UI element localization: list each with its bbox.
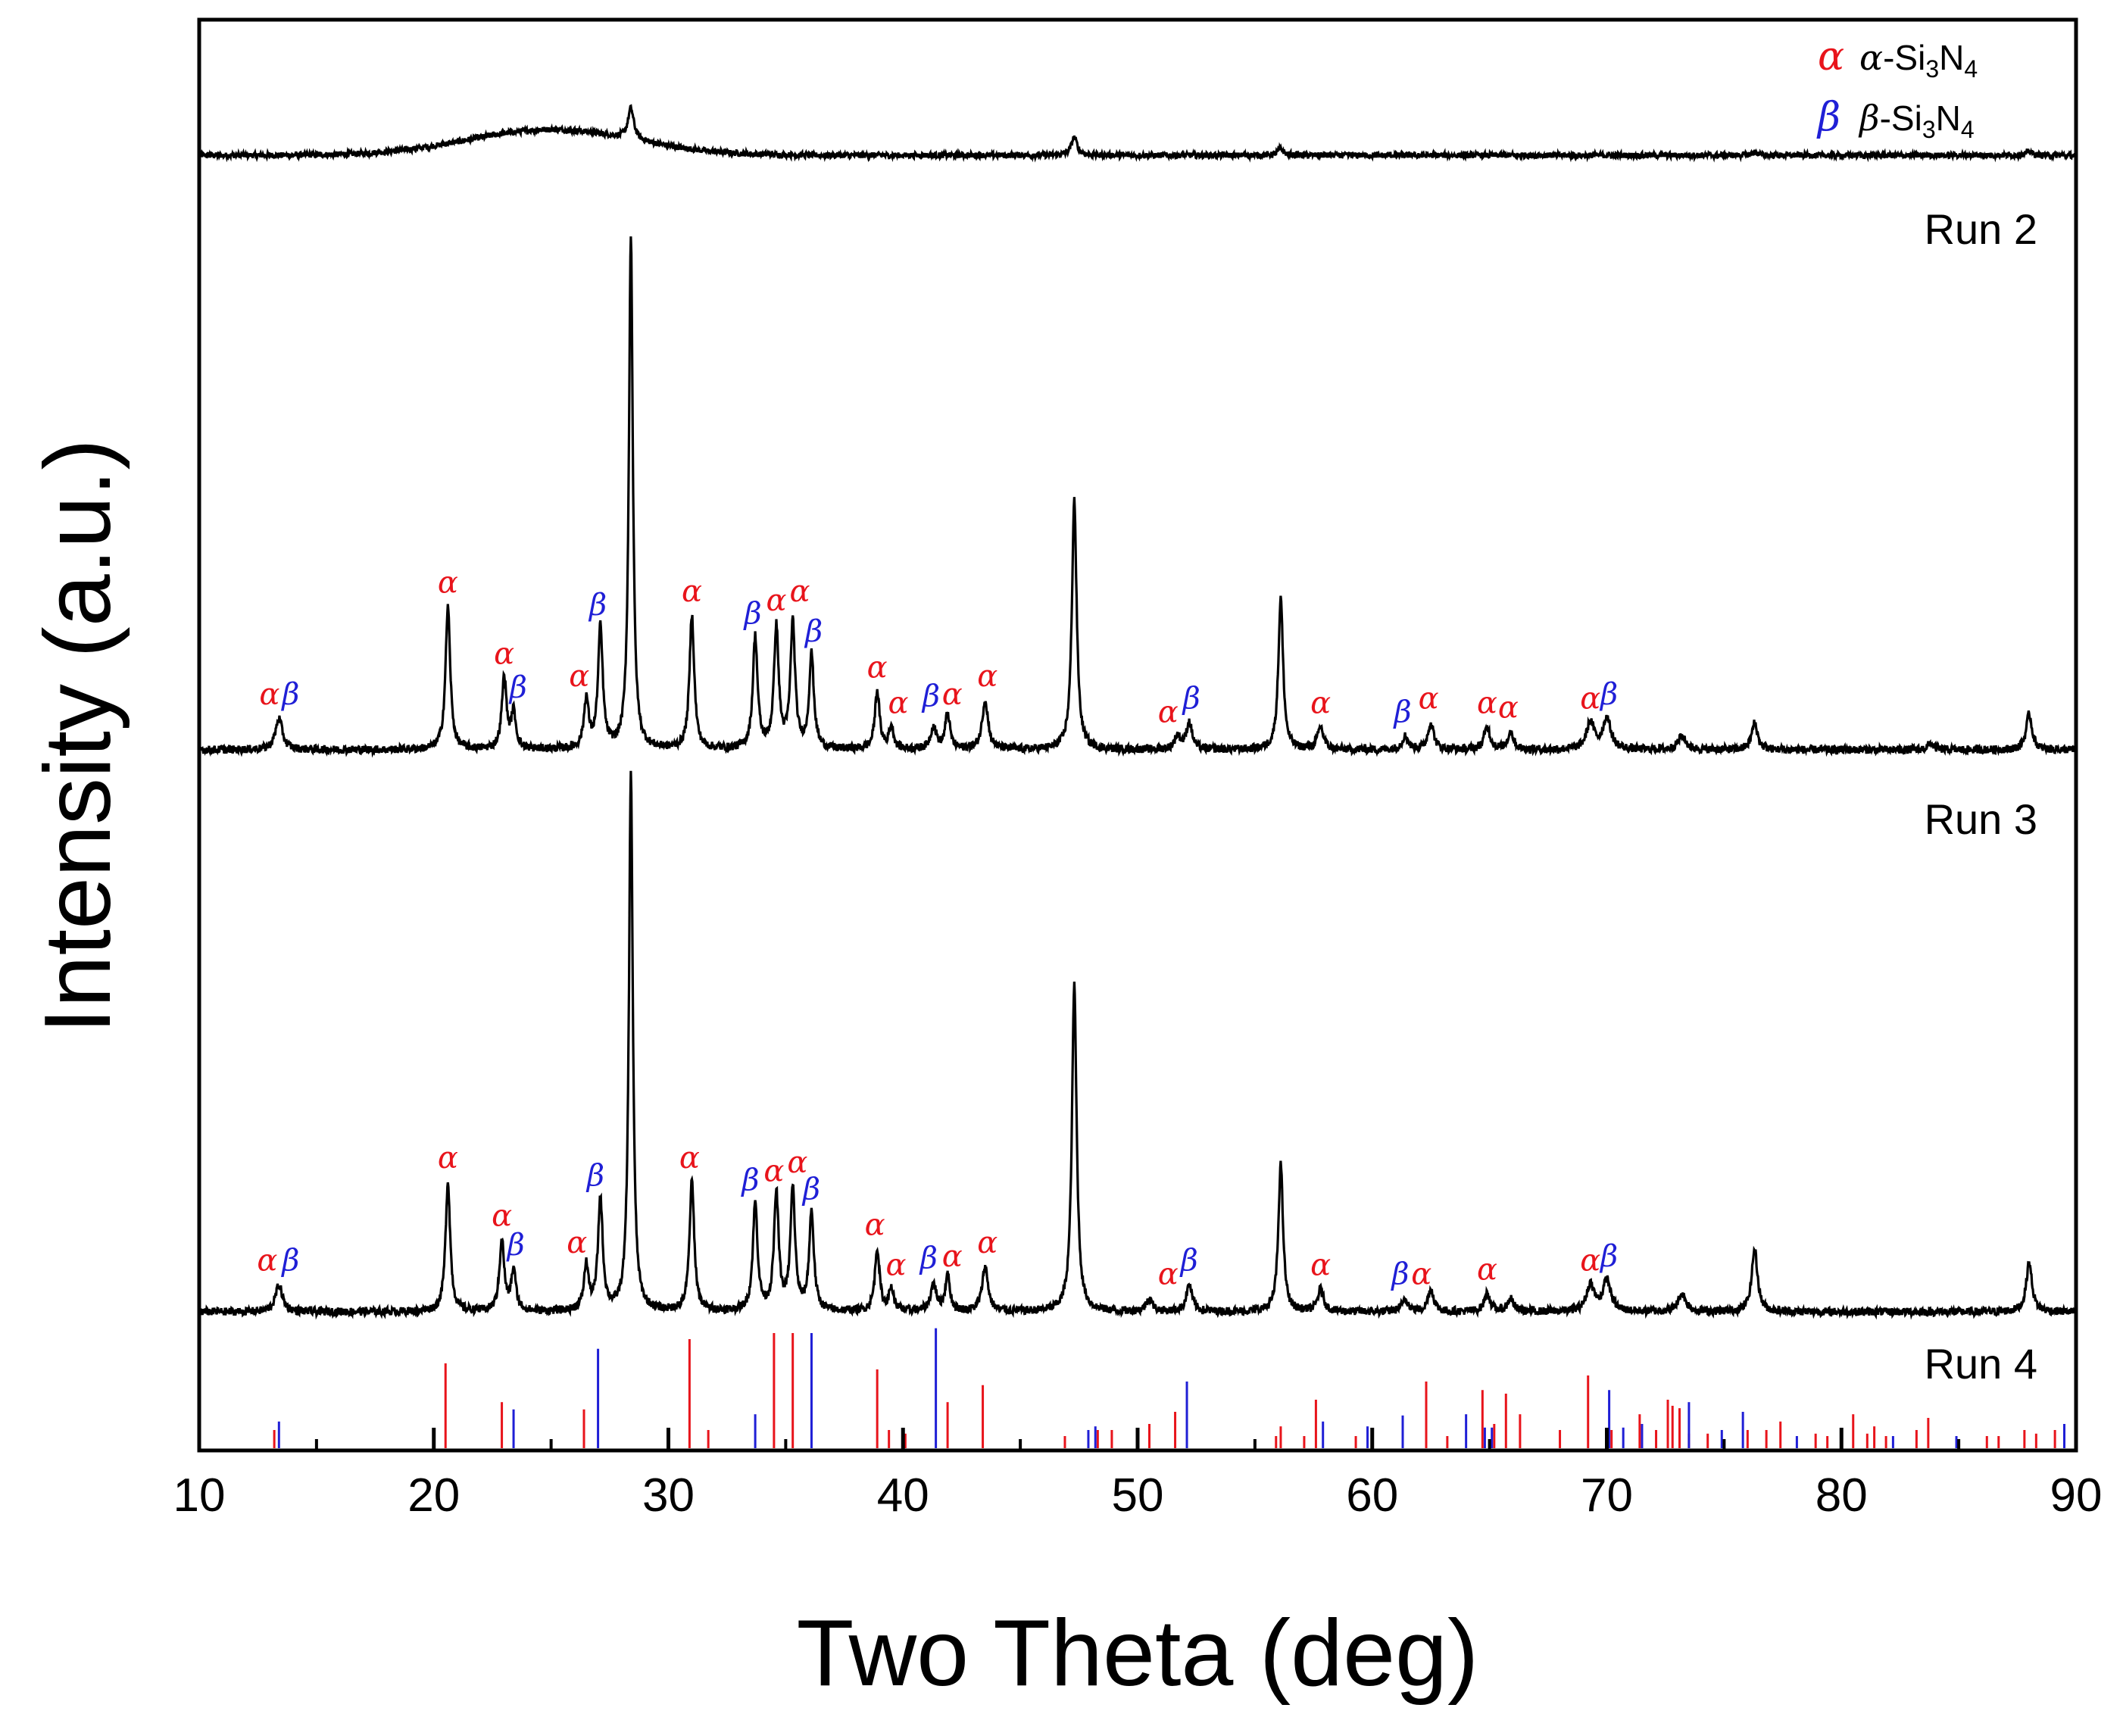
- alpha-peak-marker: α: [569, 659, 589, 694]
- x-tick-label: 80: [1815, 1469, 1868, 1522]
- beta-peak-marker: β: [742, 597, 761, 632]
- beta-peak-marker: β: [1182, 682, 1200, 717]
- x-tick-label: 20: [407, 1469, 460, 1522]
- x-tick-label: 10: [173, 1469, 226, 1522]
- beta-peak-marker: β: [280, 1244, 299, 1279]
- beta-peak-marker: β: [919, 1241, 938, 1276]
- beta-peak-marker: β: [1599, 1239, 1618, 1274]
- beta-peak-marker: β: [585, 1159, 604, 1194]
- x-tick-label: 70: [1581, 1469, 1633, 1522]
- x-tick-label: 30: [642, 1469, 695, 1522]
- series-label-run-4: Run 4: [1925, 1340, 2037, 1388]
- alpha-peak-marker: α: [789, 574, 810, 609]
- alpha-peak-marker: α: [1498, 690, 1519, 725]
- alpha-peak-marker: α: [679, 1141, 700, 1176]
- beta-peak-marker: β: [1179, 1244, 1198, 1279]
- alpha-peak-marker: α: [865, 1207, 885, 1242]
- beta-peak-marker: β: [1390, 1257, 1409, 1291]
- alpha-peak-marker: α: [885, 1248, 906, 1283]
- beta-peak-marker: β: [921, 679, 940, 714]
- x-tick-label: 40: [877, 1469, 929, 1522]
- beta-peak-marker: β: [588, 588, 607, 623]
- alpha-peak-marker: α: [787, 1145, 807, 1180]
- alpha-peak-marker: α: [1477, 1252, 1497, 1287]
- alpha-peak-marker: α: [1158, 695, 1179, 729]
- x-axis: 10 20 30 40 50 60 70 80 90: [173, 1428, 2103, 1522]
- alpha-peak-marker: α: [257, 1244, 277, 1279]
- x-axis-title: Two Theta (deg): [797, 1601, 1479, 1706]
- x-tick-label: 50: [1112, 1469, 1164, 1522]
- legend-alpha-label: α-Si3N4: [1859, 37, 1978, 83]
- series-label-run-2: Run 2: [1925, 205, 2037, 253]
- alpha-peak-marker: α: [1310, 686, 1331, 721]
- x-tick-label: 60: [1346, 1469, 1398, 1522]
- beta-peak-marker: β: [801, 1172, 820, 1207]
- x-tick-label: 90: [2050, 1469, 2103, 1522]
- alpha-peak-marker: α: [1158, 1257, 1179, 1291]
- alpha-peak-marker: α: [1580, 682, 1600, 717]
- alpha-peak-marker: α: [494, 637, 514, 672]
- beta-peak-marker: β: [740, 1163, 759, 1197]
- alpha-peak-marker: α: [766, 583, 786, 618]
- series-label-run-3: Run 3: [1925, 795, 2037, 843]
- series-line-run-3: [198, 236, 2078, 758]
- alpha-peak-marker: α: [942, 1239, 963, 1274]
- beta-peak-marker: β: [1392, 695, 1411, 729]
- alpha-peak-marker: α: [888, 686, 909, 721]
- series-line-run-4: [198, 770, 2078, 1320]
- beta-peak-marker: β: [280, 677, 299, 712]
- reference-pattern: [273, 1328, 2066, 1448]
- alpha-peak-marker: α: [977, 1226, 997, 1260]
- alpha-peak-marker: α: [682, 574, 702, 609]
- alpha-peak-marker: α: [259, 677, 279, 712]
- alpha-peak-marker: α: [763, 1154, 784, 1189]
- beta-peak-marker: β: [804, 614, 823, 649]
- legend-beta-symbol: β: [1816, 95, 1840, 140]
- alpha-peak-marker: α: [438, 565, 458, 600]
- series-group: [198, 104, 2078, 1320]
- legend-beta-label: β-Si3N4: [1858, 98, 1975, 143]
- alpha-peak-marker: α: [977, 659, 997, 694]
- alpha-peak-marker: α: [567, 1226, 587, 1260]
- beta-peak-marker: β: [506, 1228, 525, 1263]
- plot-frame: [197, 17, 2078, 1453]
- alpha-peak-marker: α: [867, 650, 888, 685]
- alpha-peak-marker: α: [1411, 1257, 1431, 1291]
- alpha-peak-marker: α: [438, 1141, 458, 1176]
- alpha-peak-marker: α: [1580, 1244, 1600, 1279]
- alpha-peak-marker: α: [492, 1199, 512, 1234]
- beta-peak-marker: β: [1599, 677, 1618, 712]
- alpha-peak-marker: α: [1419, 682, 1439, 717]
- alpha-peak-marker: α: [1477, 686, 1497, 721]
- alpha-peak-marker: α: [942, 677, 963, 712]
- legend-alpha-symbol: α: [1818, 34, 1844, 80]
- y-axis-title: Intensity (a.u.): [26, 439, 130, 1034]
- series-line-run-2: [198, 104, 2078, 163]
- legend: α α-Si3N4 β β-Si3N4: [1816, 34, 1978, 143]
- beta-peak-marker: β: [508, 670, 527, 705]
- alpha-peak-marker: α: [1310, 1248, 1331, 1283]
